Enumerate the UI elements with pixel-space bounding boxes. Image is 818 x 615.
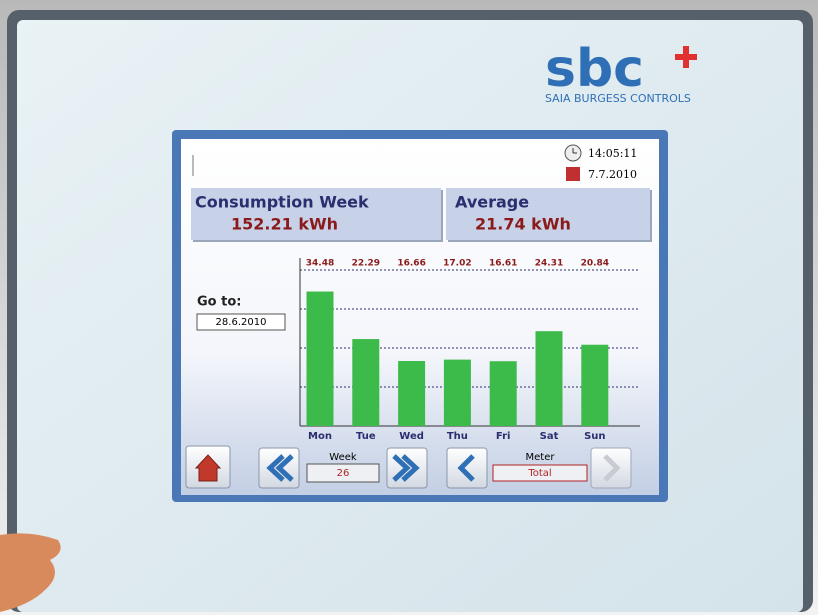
x-tick-label: Wed: [399, 431, 424, 442]
meter-value: Total: [527, 468, 551, 479]
goto-date: 28.6.2010: [216, 317, 267, 328]
bar: [444, 360, 471, 426]
summary-value: 21.74 kWh: [475, 215, 571, 234]
week-value: 26: [337, 468, 350, 479]
meter-label: Meter: [526, 452, 556, 463]
value-label: 20.84: [581, 259, 609, 269]
bar: [581, 345, 608, 426]
date: 7.7.2010: [588, 168, 637, 181]
bar: [307, 292, 334, 426]
summary-title: Average: [455, 193, 529, 212]
value-label: 22.29: [352, 259, 380, 269]
goto-label: Go to:: [197, 295, 241, 310]
next-meter-button[interactable]: [591, 448, 631, 488]
screen: sbc SAIA BURGESS CONTROLS 14:05:11 7.7.2…: [0, 0, 818, 615]
summary-title: Consumption Week: [195, 193, 369, 212]
bar: [490, 361, 517, 426]
logo-tagline: SAIA BURGESS CONTROLS: [545, 92, 691, 105]
value-label: 16.61: [489, 259, 517, 269]
bar: [398, 361, 425, 426]
value-label: 24.31: [535, 259, 563, 269]
prev-meter-button[interactable]: [447, 448, 487, 488]
bar: [352, 339, 379, 426]
time: 14:05:11: [588, 147, 637, 160]
x-tick-label: Sat: [540, 431, 559, 442]
value-label: 17.02: [443, 259, 471, 269]
bar: [536, 331, 563, 426]
value-label: 34.48: [306, 259, 334, 269]
logo-brand: sbc: [545, 39, 644, 99]
week-label: Week: [329, 452, 357, 463]
value-label: 16.66: [397, 259, 425, 269]
x-tick-label: Mon: [308, 431, 332, 442]
calendar-icon: [566, 167, 580, 181]
x-tick-label: Tue: [356, 431, 376, 442]
x-tick-label: Thu: [447, 431, 468, 442]
x-tick-label: Sun: [584, 431, 605, 442]
x-tick-label: Fri: [496, 431, 511, 442]
summary-value: 152.21 kWh: [231, 215, 338, 234]
